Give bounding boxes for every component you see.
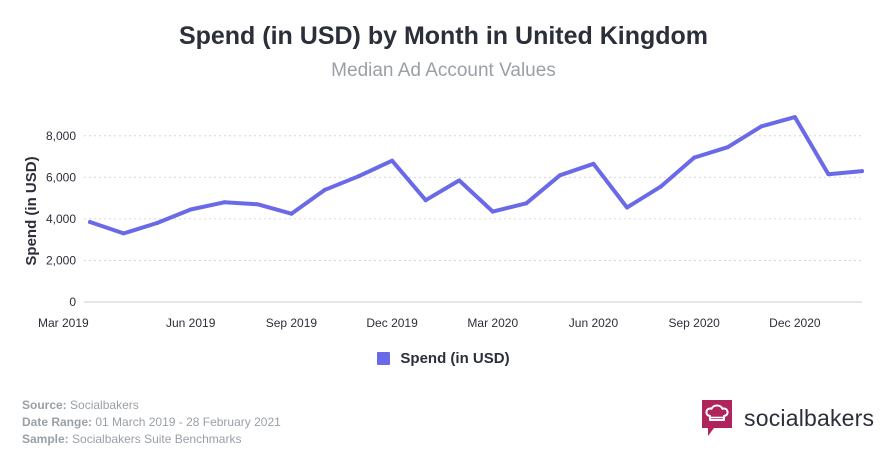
y-tick-label: 8,000 (46, 129, 76, 143)
footer: Source: Socialbakers Date Range: 01 Marc… (22, 397, 281, 448)
x-tick-label: Sep 2019 (266, 316, 318, 330)
data-point (591, 161, 596, 166)
x-tick-label: Sep 2020 (668, 316, 720, 330)
y-axis-label: Spend (in USD) (23, 156, 40, 265)
source-label: Source: (22, 398, 67, 412)
sample-value: Socialbakers Suite Benchmarks (72, 432, 242, 446)
sample-line: Sample: Socialbakers Suite Benchmarks (22, 431, 281, 448)
date-range-value: 01 March 2019 - 28 February 2021 (95, 415, 281, 429)
source-line: Source: Socialbakers (22, 397, 281, 414)
source-value: Socialbakers (70, 398, 139, 412)
data-point (792, 115, 797, 120)
data-point (625, 205, 630, 210)
data-point (692, 155, 697, 160)
data-point (860, 169, 864, 174)
legend-label: Spend (in USD) (400, 350, 510, 367)
data-point (658, 184, 663, 189)
series-layer (88, 115, 864, 236)
x-tick-label: Jun 2019 (166, 316, 216, 330)
data-point (121, 231, 126, 236)
brand-logo: socialbakers (700, 398, 874, 438)
y-tick-label: 6,000 (46, 170, 76, 184)
data-point (255, 202, 260, 207)
y-tick-label: 4,000 (46, 212, 76, 226)
data-point (289, 211, 294, 216)
chart-title: Spend (in USD) by Month in United Kingdo… (178, 22, 709, 50)
data-point (457, 178, 462, 183)
data-point (322, 187, 327, 192)
grid-lines (84, 135, 862, 303)
data-point (759, 124, 764, 129)
data-point (390, 158, 395, 163)
x-tick-label: Dec 2019 (366, 316, 418, 330)
legend: Spend (in USD) (0, 350, 887, 367)
date-range-label: Date Range: (22, 415, 93, 429)
data-point (155, 221, 160, 226)
data-point (356, 174, 361, 179)
y-tick-label: 2,000 (46, 253, 76, 267)
brand-name: socialbakers (744, 404, 875, 431)
data-point (423, 198, 428, 203)
data-point (826, 172, 831, 177)
legend-swatch (377, 352, 391, 365)
x-tick-labels: Mar 2019 Jun 2019 Sep 2019 Dec 2019 Mar 2020… (38, 316, 821, 330)
series-line (88, 115, 864, 236)
chef-hat-speech-bubble-icon (702, 400, 732, 436)
chart-subtitle: Median Ad Account Values (331, 60, 556, 81)
data-point (557, 173, 562, 178)
data-point (88, 220, 92, 225)
data-point (725, 145, 730, 150)
data-point (490, 209, 495, 214)
x-tick-label: Jun 2020 (569, 316, 619, 330)
sample-label: Sample: (22, 432, 69, 446)
line-chart: 0 2,000 4,000 6,000 8,000 Mar 2019 Jun 2019 Se… (23, 115, 864, 330)
x-tick-label: Mar 2019 (38, 316, 89, 330)
y-tick-label: 0 (69, 295, 76, 309)
data-point (188, 207, 193, 212)
data-point (222, 200, 227, 205)
data-point (524, 201, 529, 206)
y-tick-labels: 0 2,000 4,000 6,000 8,000 (46, 129, 76, 309)
x-tick-label: Dec 2020 (769, 316, 821, 330)
date-range-line: Date Range: 01 March 2019 - 28 February … (22, 414, 281, 431)
x-tick-label: Mar 2020 (467, 316, 518, 330)
